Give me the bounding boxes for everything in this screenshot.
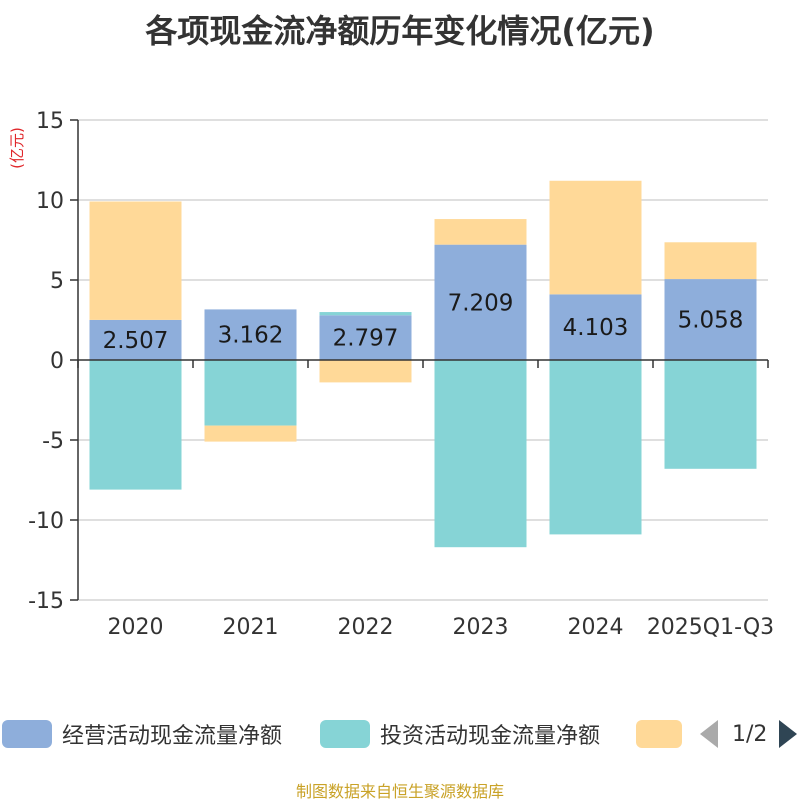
bar-2020-series-2[interactable] — [89, 201, 182, 320]
bar-2023-series-2[interactable] — [434, 219, 527, 245]
data-label-2021: 3.162 — [218, 323, 284, 349]
bar-2024-series-0[interactable] — [549, 294, 642, 360]
bar-2025Q1-Q3-series-1[interactable] — [664, 360, 757, 469]
y-axis-title: (亿元) — [8, 127, 26, 169]
y-tick-label: 15 — [36, 109, 64, 134]
y-tick-label: -10 — [28, 509, 64, 534]
bar-2024-series-2[interactable] — [549, 180, 642, 295]
legend-page-indicator: 1/2 — [732, 721, 768, 747]
bar-2020-series-0[interactable] — [89, 319, 182, 360]
data-label-2024: 4.103 — [563, 315, 629, 341]
bar-2025Q1-Q3-series-0[interactable] — [664, 279, 757, 360]
y-tick-label: 5 — [50, 269, 64, 294]
legend-swatch-financing — [636, 720, 682, 748]
data-label-2022: 2.797 — [333, 326, 399, 352]
bar-2022-series-2[interactable] — [319, 360, 412, 383]
legend-swatch-investing — [320, 720, 370, 748]
x-tick-label-2024: 2024 — [568, 615, 624, 640]
x-tick-label-2020: 2020 — [108, 615, 164, 640]
bar-2023-series-1[interactable] — [434, 360, 527, 548]
bar-2025Q1-Q3-series-2[interactable] — [664, 242, 757, 280]
source-note: 制图数据来自恒生聚源数据库 — [295, 782, 504, 801]
chart-title: 各项现金流净额历年变化情况(亿元) — [145, 12, 655, 50]
data-label-2023: 7.209 — [448, 290, 514, 316]
legend-item-financing[interactable] — [636, 716, 682, 752]
legend-item-investing[interactable]: 投资活动现金流量净额 — [320, 716, 600, 752]
x-tick-label-2021: 2021 — [223, 615, 279, 640]
bar-2024-series-1[interactable] — [549, 360, 642, 535]
data-label-2020: 2.507 — [103, 328, 169, 354]
legend-prev-icon[interactable] — [700, 720, 718, 748]
legend-label-investing: 投资活动现金流量净额 — [380, 724, 601, 749]
legend-label-operating: 经营活动现金流量净额 — [62, 724, 283, 749]
data-label-2025Q1-Q3: 5.058 — [678, 308, 744, 334]
y-tick-label: -15 — [28, 589, 64, 614]
legend-item-operating[interactable]: 经营活动现金流量净额 — [2, 716, 282, 752]
bar-2023-series-0[interactable] — [434, 244, 527, 360]
bar-2021-series-0[interactable] — [204, 309, 297, 360]
x-tick-label-2025Q1-Q3: 2025Q1-Q3 — [647, 615, 774, 640]
legend-next-icon[interactable] — [779, 720, 798, 748]
bar-2021-series-1[interactable] — [204, 360, 297, 426]
bar-2022-series-1[interactable] — [319, 312, 412, 316]
y-tick-label: 10 — [36, 189, 64, 214]
y-tick-label: 0 — [50, 349, 64, 374]
x-tick-label-2022: 2022 — [338, 615, 394, 640]
x-tick-label-2023: 2023 — [453, 615, 509, 640]
bar-2021-series-2[interactable] — [204, 425, 297, 442]
bar-2020-series-1[interactable] — [89, 360, 182, 490]
legend-pager: 1/2 — [700, 716, 798, 752]
legend-swatch-operating — [2, 720, 52, 748]
y-tick-label: -5 — [42, 429, 64, 454]
bar-2022-series-0[interactable] — [319, 315, 412, 360]
